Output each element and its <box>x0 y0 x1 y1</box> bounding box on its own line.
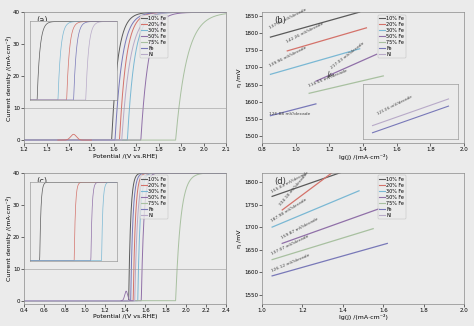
Text: 217.03 mV/decade: 217.03 mV/decade <box>330 42 365 70</box>
Y-axis label: Current density /(mA·cm⁻²): Current density /(mA·cm⁻²) <box>6 35 11 121</box>
Text: 137.03 mV/decade: 137.03 mV/decade <box>269 8 307 30</box>
Y-axis label: η /mV: η /mV <box>237 68 243 87</box>
Legend: 10% Fe, 20% Fe, 30% Fe, 50% Fe, 75% Fe, Fe, Ni: 10% Fe, 20% Fe, 30% Fe, 50% Fe, 75% Fe, … <box>140 15 168 58</box>
Text: 142.26 mV/decade: 142.26 mV/decade <box>285 22 324 44</box>
X-axis label: Potential /(V vs.RHE): Potential /(V vs.RHE) <box>93 315 157 319</box>
Text: 139.96 mV/decade: 139.96 mV/decade <box>269 45 307 67</box>
Text: 137.07 mV/decade: 137.07 mV/decade <box>270 234 310 256</box>
Text: (c): (c) <box>36 177 47 186</box>
Text: 187.98 mV/decade: 187.98 mV/decade <box>270 197 307 223</box>
Text: 126.12 mV/decade: 126.12 mV/decade <box>271 253 310 273</box>
Legend: 10% Fe, 20% Fe, 30% Fe, 50% Fe, 75% Fe, Fe, Ni: 10% Fe, 20% Fe, 30% Fe, 50% Fe, 75% Fe, … <box>140 175 168 219</box>
Text: 155.63 mV/decade: 155.63 mV/decade <box>270 171 309 194</box>
Y-axis label: η /mV: η /mV <box>237 229 243 248</box>
Legend: 10% Fe, 20% Fe, 30% Fe, 50% Fe, 75% Fe, Fe, Ni: 10% Fe, 20% Fe, 30% Fe, 50% Fe, 75% Fe, … <box>378 175 406 219</box>
Y-axis label: Current density /(mA·cm⁻²): Current density /(mA·cm⁻²) <box>6 196 11 281</box>
X-axis label: lg(j) /(mA·cm⁻²): lg(j) /(mA·cm⁻²) <box>338 154 387 160</box>
Text: (b): (b) <box>274 16 286 25</box>
X-axis label: Potential /(V vs.RHE): Potential /(V vs.RHE) <box>93 154 157 159</box>
Text: 159.87 mV/decade: 159.87 mV/decade <box>280 217 319 240</box>
Text: (a): (a) <box>36 16 48 25</box>
Text: 114.55 mV/decade: 114.55 mV/decade <box>308 68 348 87</box>
Text: 334.18 mV/decade: 334.18 mV/decade <box>279 172 309 207</box>
Text: (d): (d) <box>274 177 286 186</box>
Legend: 10% Fe, 20% Fe, 30% Fe, 50% Fe, 75% Fe, Fe, Ni: 10% Fe, 20% Fe, 30% Fe, 50% Fe, 75% Fe, … <box>378 15 406 58</box>
Text: 126.88 mV/decade: 126.88 mV/decade <box>269 112 310 116</box>
X-axis label: lg(j) /(mA·cm⁻²): lg(j) /(mA·cm⁻²) <box>338 315 387 320</box>
